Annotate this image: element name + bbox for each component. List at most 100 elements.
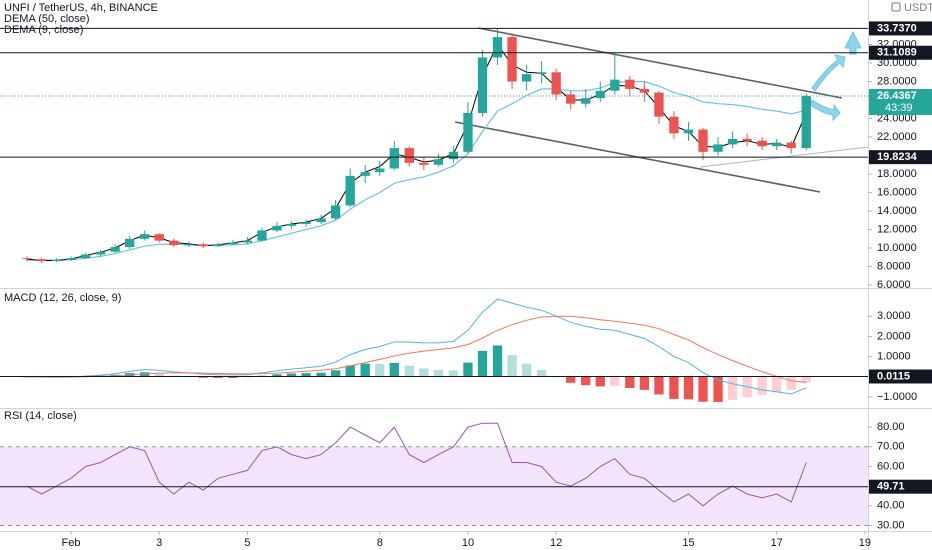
level-label: 49.71 <box>877 481 905 493</box>
series-line <box>26 298 807 395</box>
y-tick-label: 6.0000 <box>877 279 911 291</box>
x-tick-label: 17 <box>771 537 783 549</box>
y-tick-label: 40.00 <box>877 500 905 512</box>
candle-body <box>507 37 517 82</box>
histogram-bar <box>228 376 238 378</box>
candle-body <box>581 98 591 104</box>
x-tick-label: 12 <box>550 537 562 549</box>
histogram-bar <box>713 376 723 402</box>
histogram-bar <box>698 376 708 402</box>
histogram-bar <box>595 376 605 387</box>
candle-body <box>184 244 194 246</box>
candle-body <box>257 230 267 241</box>
candle-body <box>551 72 561 95</box>
candle-body <box>345 175 355 206</box>
level-label: 0.0115 <box>877 370 910 382</box>
candle-body <box>80 254 91 259</box>
level-box <box>869 479 932 494</box>
candle-body <box>477 57 488 113</box>
x-tick-label: 5 <box>244 537 250 549</box>
histogram-bar <box>581 376 591 386</box>
candle-body <box>169 240 179 246</box>
candle-body <box>521 74 532 82</box>
histogram-bar <box>433 370 444 377</box>
y-tick-label: 18.0000 <box>877 168 917 180</box>
candle-body <box>360 172 370 176</box>
histogram-bar <box>301 373 311 377</box>
histogram-bar <box>154 373 164 377</box>
histogram-bar <box>316 372 326 377</box>
y-tick-label: 2.0000 <box>877 330 911 342</box>
candle-body <box>610 79 620 91</box>
level-box <box>869 21 932 36</box>
histogram-bar <box>345 365 355 377</box>
candle-body <box>433 159 444 165</box>
x-tick-label: 3 <box>156 537 162 549</box>
series-line <box>26 43 807 261</box>
candle-body <box>566 94 576 104</box>
y-tick-label: −1.0000 <box>877 391 917 403</box>
macd-title: MACD (12, 26, close, 9) <box>4 292 121 304</box>
histogram-bar <box>213 376 223 378</box>
histogram-bar <box>786 376 796 390</box>
candle-body <box>786 142 796 149</box>
histogram-bar <box>389 362 399 377</box>
histogram-bar <box>448 370 459 377</box>
candle-body <box>228 242 238 245</box>
symbol-title: UNFI / TetherUS, 4h, BINANCE <box>4 2 158 14</box>
candle-body <box>742 138 752 141</box>
series-line <box>26 422 807 507</box>
rsi-title: RSI (14, close) <box>4 410 77 422</box>
rsi-band <box>0 446 868 526</box>
candle-body <box>375 168 385 173</box>
histogram-bar <box>419 368 429 377</box>
histogram-bar <box>360 363 370 377</box>
x-tick-label: 10 <box>462 537 474 549</box>
y-tick-label: 30.0000 <box>877 57 917 69</box>
candle-body <box>654 92 664 117</box>
plot-area <box>0 27 868 526</box>
histogram-bar <box>521 363 532 377</box>
candle-body <box>669 116 679 134</box>
histogram-bar <box>536 369 547 377</box>
last-price-box <box>869 88 932 115</box>
histogram-bar <box>286 373 297 377</box>
candle-body <box>140 234 150 239</box>
level-label: 33.7370 <box>877 22 917 34</box>
channel-upper <box>477 27 843 99</box>
candle-body <box>213 244 223 247</box>
last-price-label: 26.4367 <box>877 90 917 102</box>
y-tick-label: 30.00 <box>877 519 905 531</box>
candle-body <box>95 251 106 255</box>
histogram-bar <box>242 376 253 378</box>
y-tick-label: 70.00 <box>877 441 905 453</box>
currency[interactable]: USDT <box>904 2 932 14</box>
axis-labels: 6.0000 8.0000 10.0000 12.0000 14.0000 16.0000… <box>62 21 932 549</box>
level-box <box>869 45 932 60</box>
legend-dema9: DEMA (9, close) <box>4 24 83 36</box>
x-tick-label: 19 <box>859 537 871 549</box>
histogram-bar <box>669 376 679 399</box>
countdown: 43:39 <box>885 102 913 114</box>
candle-body <box>772 142 782 147</box>
candle-body <box>595 90 605 99</box>
y-tick-label: 16.0000 <box>877 186 917 198</box>
candle-body <box>22 258 32 260</box>
histogram-bar <box>140 372 150 377</box>
arrow-up <box>844 30 862 55</box>
histogram-bar <box>654 376 664 395</box>
arrow-up-right <box>811 54 846 92</box>
currency-icon[interactable] <box>891 2 901 12</box>
candle-body <box>727 138 738 145</box>
y-tick-label: 24.0000 <box>877 112 917 124</box>
y-tick-label: 28.0000 <box>877 75 917 87</box>
histogram-bar <box>477 350 488 377</box>
series-line <box>26 315 807 383</box>
y-tick-label: 80.00 <box>877 421 905 433</box>
candle-body <box>492 37 503 58</box>
candle-body <box>301 222 311 224</box>
candle-body <box>66 258 76 261</box>
candle-body <box>330 205 341 219</box>
